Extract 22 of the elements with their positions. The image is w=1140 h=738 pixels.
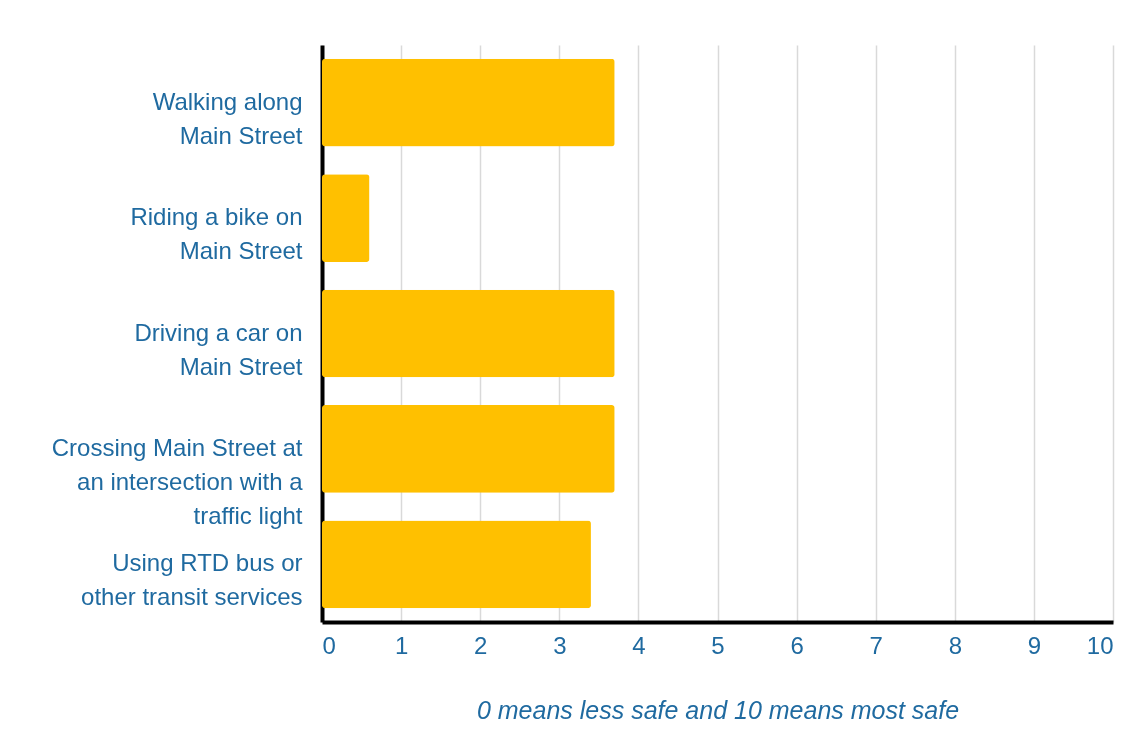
x-axis-title: 0 means less safe and 10 means most safe [476,695,960,724]
y-tick-label: Using RTD bus or other transit services [81,549,303,611]
y-tick-label: Crossing Main Street at an intersection with a traffic light [51,433,304,529]
x-tick-label: 8 [948,631,962,659]
y-tick-label: Riding a bike on Main Street [130,203,303,265]
x-tick-label: 6 [790,631,804,659]
x-tick-label: 4 [632,631,646,659]
x-tick-label: 0 [322,631,336,659]
bar [322,405,615,493]
bar [322,289,615,378]
x-tick-label: 10 [1086,631,1114,659]
x-tick-label: 1 [394,631,409,659]
y-tick-label: Walking along Main Street [152,87,303,149]
x-tick-label: 9 [1027,631,1042,659]
x-tick-label: 5 [711,631,725,659]
bar [322,174,370,262]
bar [322,58,615,147]
x-tick-label: 3 [553,631,567,659]
x-tick-label: 7 [869,631,883,659]
x-tick-label: 2 [474,631,488,659]
y-tick-label: Driving a car on Main Street [134,318,303,380]
bar [322,520,591,609]
